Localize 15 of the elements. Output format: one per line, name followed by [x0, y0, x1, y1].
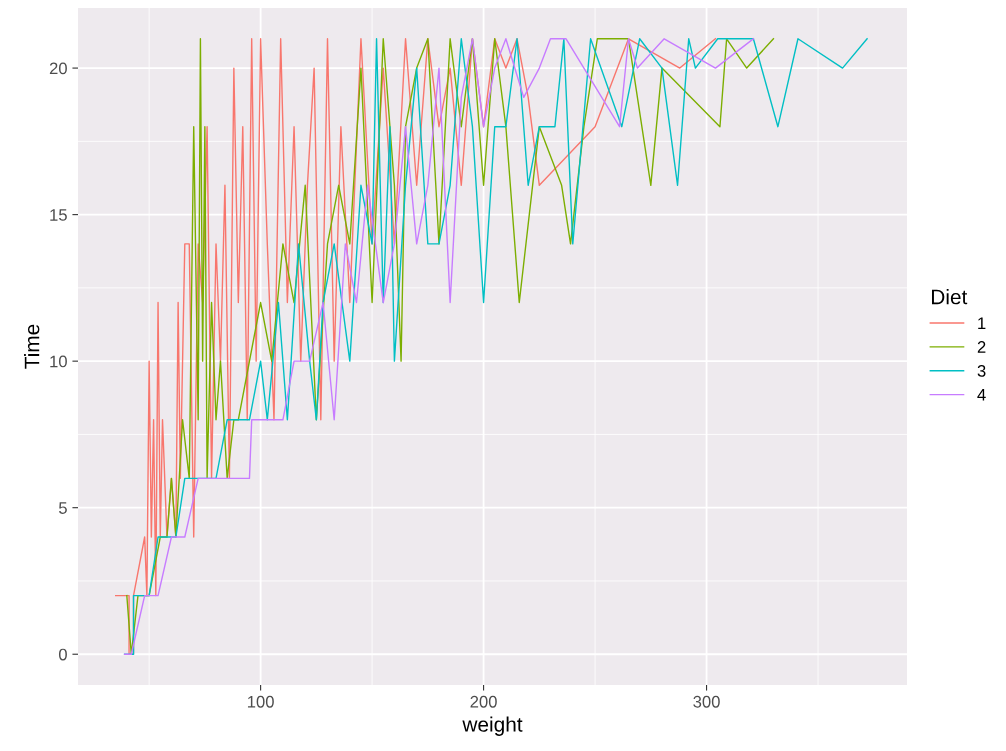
y-axis-title: Time	[24, 324, 40, 369]
legend-label: 4	[977, 389, 986, 401]
legend-title: Diet	[932, 289, 968, 305]
y-tick-label: 10	[50, 355, 67, 368]
x-tick-label: 300	[693, 695, 720, 708]
y-tick-label: 15	[50, 209, 67, 221]
x-tick-label: 200	[470, 695, 497, 708]
legend-label: 2	[977, 341, 986, 353]
legend-label: 3	[977, 364, 986, 377]
legend-label: 1	[978, 317, 986, 329]
y-tick-label: 5	[58, 502, 67, 514]
x-tick-label: 100	[247, 695, 274, 708]
y-tick-label: 20	[49, 62, 67, 75]
y-tick-label: 0	[58, 648, 67, 661]
x-axis-title: weight	[462, 716, 523, 736]
